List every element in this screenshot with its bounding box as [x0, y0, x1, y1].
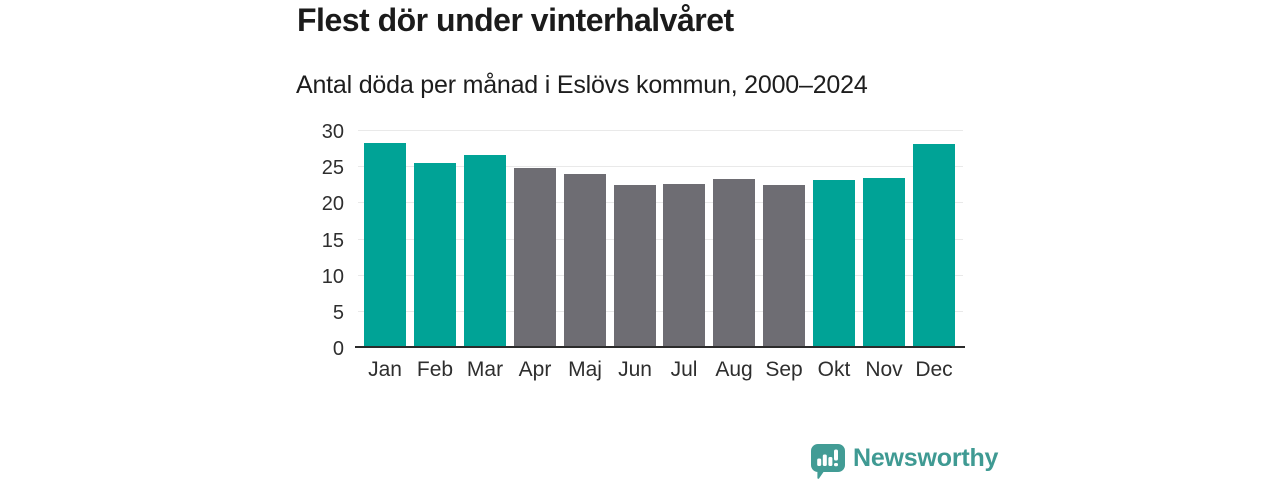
- bar-okt: [813, 180, 855, 347]
- bar-dec: [913, 144, 955, 347]
- x-tick-label-nov: Nov: [865, 358, 903, 381]
- x-tick-label-jan: Jan: [368, 358, 402, 381]
- newsworthy-brand-label: Newsworthy: [853, 444, 999, 472]
- bar-jun: [614, 185, 656, 347]
- chart-title: Flest dör under vinterhalvåret: [297, 2, 734, 38]
- chart-subtitle: Antal döda per månad i Eslövs kommun, 20…: [296, 71, 868, 99]
- x-tick-label-okt: Okt: [817, 358, 851, 381]
- bar-jul: [663, 184, 705, 347]
- bar-maj: [564, 174, 606, 347]
- x-tick-label-maj: Maj: [568, 358, 602, 381]
- gridline-y5: [358, 311, 963, 312]
- bar-apr: [514, 168, 556, 347]
- x-tick-label-jul: Jul: [670, 358, 698, 381]
- y-tick-label-20: 20: [321, 193, 344, 215]
- x-tick-label-aug: Aug: [715, 358, 753, 381]
- y-tick-label-15: 15: [321, 230, 344, 252]
- gridline-y10: [358, 275, 963, 276]
- y-tick-label-0: 0: [332, 338, 344, 360]
- gridline-y20: [358, 202, 963, 203]
- x-tick-label-jun: Jun: [618, 358, 652, 381]
- x-tick-label-dec: Dec: [915, 358, 953, 381]
- y-tick-label-25: 25: [321, 157, 344, 179]
- gridline-y15: [358, 239, 963, 240]
- gridline-y25: [358, 166, 963, 167]
- x-tick-label-feb: Feb: [416, 358, 454, 381]
- bar-sep: [763, 185, 805, 347]
- y-tick-label-10: 10: [321, 266, 344, 288]
- x-tick-label-apr: Apr: [518, 358, 552, 381]
- newsworthy-bar-chart-bubble-icon: [811, 444, 845, 479]
- bar-aug: [713, 179, 755, 347]
- gridline-y30: [358, 130, 963, 131]
- bar-nov: [863, 178, 905, 347]
- newsworthy-branding-link[interactable]: Newsworthy: [810, 443, 998, 479]
- bar-jan: [364, 143, 406, 347]
- bar-mar: [464, 155, 506, 347]
- x-axis-line: [355, 346, 965, 348]
- y-tick-label-5: 5: [332, 302, 344, 324]
- bar-feb: [414, 163, 456, 347]
- x-tick-label-mar: Mar: [466, 358, 504, 381]
- y-tick-label-30: 30: [321, 121, 344, 143]
- x-tick-label-sep: Sep: [765, 358, 803, 381]
